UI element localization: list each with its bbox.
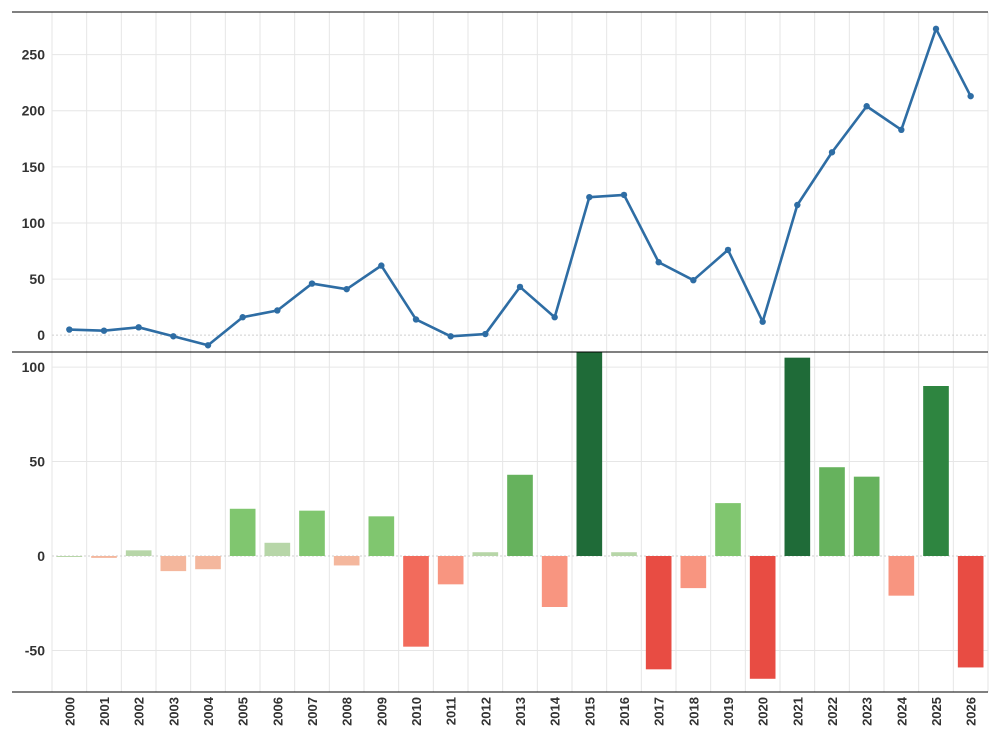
bar-2002 xyxy=(125,550,152,556)
y-tick-label-top: 0 xyxy=(37,327,45,343)
data-point-2025 xyxy=(932,25,940,33)
x-tick-label-2021: 2021 xyxy=(790,697,805,726)
x-tick-label-2013: 2013 xyxy=(513,697,528,726)
x-tick-label-2010: 2010 xyxy=(409,697,424,726)
x-tick-label-2025: 2025 xyxy=(929,697,944,726)
x-tick-label-2024: 2024 xyxy=(894,696,909,726)
data-point-2004 xyxy=(204,342,212,349)
data-point-2022 xyxy=(828,149,836,156)
bar-2009 xyxy=(368,516,395,556)
bar-2014 xyxy=(541,556,568,607)
x-tick-label-2018: 2018 xyxy=(686,697,701,726)
x-tick-label-2011: 2011 xyxy=(444,697,459,725)
x-tick-label-2005: 2005 xyxy=(236,697,251,726)
bar-2019 xyxy=(715,503,741,556)
bar-2004 xyxy=(195,556,221,570)
x-tick-label-2009: 2009 xyxy=(374,697,389,726)
bar-2011 xyxy=(437,556,464,585)
data-point-2011 xyxy=(447,333,454,340)
y-tick-label-top: 100 xyxy=(22,215,46,231)
bar-2013 xyxy=(507,474,533,556)
series-line xyxy=(69,27,972,347)
bar-2023 xyxy=(853,476,880,556)
data-point-2005 xyxy=(239,314,246,321)
bar-2015 xyxy=(576,352,603,556)
data-point-2009 xyxy=(378,262,385,269)
data-point-2018 xyxy=(690,276,697,284)
x-tick-label-2007: 2007 xyxy=(305,697,320,726)
bar-2018 xyxy=(680,556,707,589)
data-point-2017 xyxy=(655,259,662,266)
bar-2007 xyxy=(299,510,325,556)
bar-2000 xyxy=(56,556,83,557)
x-tick-label-2022: 2022 xyxy=(825,697,840,726)
bar-2020 xyxy=(749,556,776,679)
data-point-2016 xyxy=(620,191,628,199)
bar-2006 xyxy=(264,542,291,556)
data-point-2012 xyxy=(482,330,489,338)
data-point-2003 xyxy=(170,333,177,340)
x-tick-label-2008: 2008 xyxy=(340,697,355,726)
x-tick-label-2014: 2014 xyxy=(548,696,563,726)
y-tick-label-top: 250 xyxy=(22,47,46,63)
data-point-2002 xyxy=(135,324,142,331)
y-tick-label-top: 200 xyxy=(22,103,46,119)
bar-2021 xyxy=(784,357,811,556)
data-point-2008 xyxy=(343,285,350,293)
data-point-2023 xyxy=(863,103,870,110)
bar-2022 xyxy=(819,467,845,556)
x-tick-label-2020: 2020 xyxy=(756,697,771,726)
x-tick-label-2017: 2017 xyxy=(652,697,667,726)
x-tick-label-2002: 2002 xyxy=(132,697,147,726)
x-tick-label-2004: 2004 xyxy=(201,696,216,726)
y-tick-label-bottom: 100 xyxy=(22,359,46,375)
data-point-2006 xyxy=(274,307,281,314)
data-point-2010 xyxy=(412,316,420,323)
bar-2026 xyxy=(957,556,984,668)
y-tick-label-bottom: -50 xyxy=(25,642,45,658)
data-point-2013 xyxy=(516,283,524,291)
y-tick-label-top: 150 xyxy=(22,159,46,175)
x-tick-label-2012: 2012 xyxy=(478,697,493,726)
data-point-2001 xyxy=(100,327,108,334)
x-tick-label-2003: 2003 xyxy=(166,697,181,726)
x-tick-label-2001: 2001 xyxy=(97,697,112,726)
bar-2012 xyxy=(472,552,499,556)
bar-2017 xyxy=(645,556,672,670)
bar-2010 xyxy=(403,556,429,647)
bar-2024 xyxy=(888,556,915,596)
data-point-2024 xyxy=(898,126,905,134)
x-tick-label-2015: 2015 xyxy=(582,697,597,726)
bar-2025 xyxy=(923,386,949,556)
bar-2008 xyxy=(333,556,360,566)
x-tick-label-2000: 2000 xyxy=(62,697,77,726)
x-tick-label-2026: 2026 xyxy=(964,697,979,726)
data-point-2007 xyxy=(308,280,316,287)
data-point-2000 xyxy=(66,326,73,333)
bar-2003 xyxy=(160,556,187,572)
data-point-2019 xyxy=(724,246,732,254)
x-tick-label-2019: 2019 xyxy=(721,697,736,726)
data-point-2014 xyxy=(551,314,558,321)
x-tick-label-2006: 2006 xyxy=(270,697,285,726)
x-tick-label-2016: 2016 xyxy=(617,697,632,726)
data-point-2020 xyxy=(759,318,766,325)
y-tick-label-top: 50 xyxy=(29,271,45,287)
data-point-2021 xyxy=(794,201,801,209)
bar-2016 xyxy=(611,552,637,556)
bar-2005 xyxy=(229,508,256,556)
bar-2001 xyxy=(91,556,117,558)
x-tick-label-2023: 2023 xyxy=(860,697,875,726)
y-tick-label-bottom: 0 xyxy=(37,548,45,564)
y-tick-label-bottom: 50 xyxy=(29,454,45,470)
data-point-2026 xyxy=(967,92,974,100)
data-point-2015 xyxy=(586,193,593,201)
